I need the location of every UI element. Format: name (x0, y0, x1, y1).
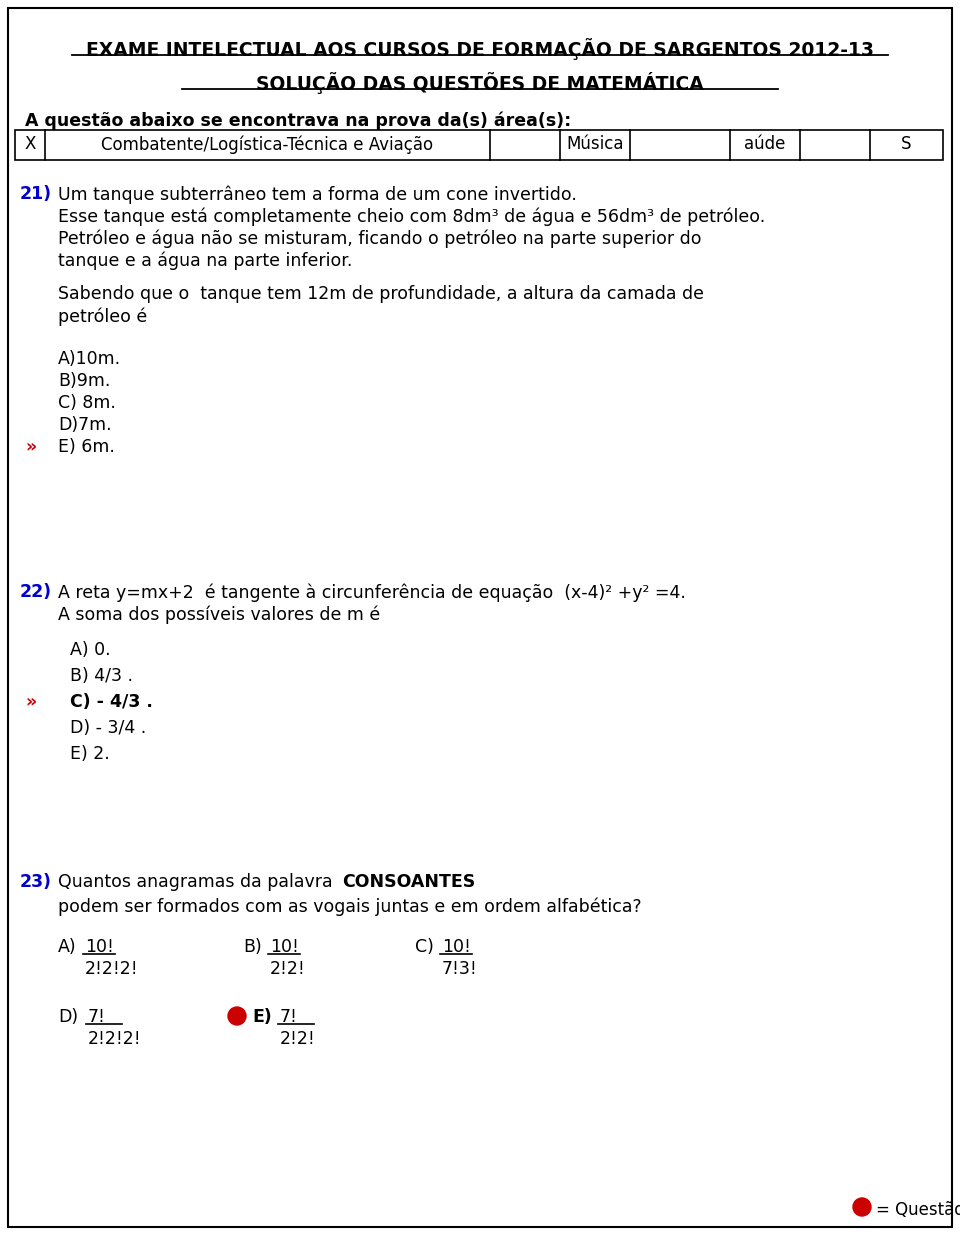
Text: E): E) (252, 1008, 272, 1026)
Text: C) 8m.: C) 8m. (58, 394, 116, 412)
Text: C) - 4/3 .: C) - 4/3 . (70, 693, 153, 711)
Text: A): A) (58, 939, 77, 956)
Text: Combatente/Logística-Técnica e Aviação: Combatente/Logística-Técnica e Aviação (101, 135, 433, 153)
Text: B): B) (243, 939, 262, 956)
Text: 7!3!: 7!3! (442, 960, 478, 978)
Text: D) - 3/4 .: D) - 3/4 . (70, 719, 146, 737)
Text: 2!2!2!: 2!2!2! (88, 1030, 142, 1049)
Text: = Questão Anulada: = Questão Anulada (876, 1200, 960, 1219)
Text: SOLUÇÃO DAS QUESTÕES DE MATEMÁTICA: SOLUÇÃO DAS QUESTÕES DE MATEMÁTICA (256, 72, 704, 94)
Text: podem ser formados com as vogais juntas e em ordem alfabética?: podem ser formados com as vogais juntas … (58, 897, 641, 915)
Text: A) 0.: A) 0. (70, 641, 110, 659)
Text: E) 6m.: E) 6m. (58, 438, 115, 456)
Text: 7!: 7! (88, 1008, 106, 1026)
Text: »: » (25, 438, 36, 456)
Text: 10!: 10! (442, 939, 470, 956)
Text: tanque e a água na parte inferior.: tanque e a água na parte inferior. (58, 251, 352, 269)
Text: A questão abaixo se encontrava na prova da(s) área(s):: A questão abaixo se encontrava na prova … (25, 112, 571, 131)
Text: EXAME INTELECTUAL AOS CURSOS DE FORMAÇÃO DE SARGENTOS 2012-13: EXAME INTELECTUAL AOS CURSOS DE FORMAÇÃO… (86, 38, 874, 61)
Text: 10!: 10! (85, 939, 114, 956)
Text: A reta y=mx+2  é tangente à circunferência de equação  (x-4)² +y² =4.: A reta y=mx+2 é tangente à circunferênci… (58, 583, 685, 601)
Text: C): C) (415, 939, 434, 956)
Text: petróleo é: petróleo é (58, 308, 147, 326)
Text: A soma dos possíveis valores de m é: A soma dos possíveis valores de m é (58, 605, 380, 624)
Text: Música: Música (566, 135, 624, 153)
Text: CONSOANTES: CONSOANTES (342, 873, 475, 890)
Bar (15, 130, 943, 161)
Text: E) 2.: E) 2. (70, 745, 109, 763)
Text: S: S (900, 135, 911, 153)
Text: Petróleo e água não se misturam, ficando o petróleo na parte superior do: Petróleo e água não se misturam, ficando… (58, 228, 702, 247)
Text: 10!: 10! (270, 939, 299, 956)
Text: Esse tanque está completamente cheio com 8dm³ de água e 56dm³ de petróleo.: Esse tanque está completamente cheio com… (58, 207, 765, 226)
Text: D)7m.: D)7m. (58, 416, 111, 433)
Text: D): D) (58, 1008, 78, 1026)
Circle shape (853, 1198, 871, 1216)
Circle shape (228, 1007, 246, 1025)
Text: aúde: aúde (744, 135, 785, 153)
Text: Sabendo que o  tanque tem 12m de profundidade, a altura da camada de: Sabendo que o tanque tem 12m de profundi… (58, 285, 704, 303)
Text: X: X (24, 135, 36, 153)
Text: »: » (25, 693, 36, 711)
Text: Quantos anagramas da palavra: Quantos anagramas da palavra (58, 873, 338, 890)
Text: 21): 21) (20, 185, 52, 203)
Text: 2!2!: 2!2! (280, 1030, 316, 1049)
Text: 23): 23) (20, 873, 52, 890)
Text: A)10m.: A)10m. (58, 350, 121, 368)
FancyBboxPatch shape (8, 7, 952, 1228)
Text: 2!2!2!: 2!2!2! (85, 960, 138, 978)
Text: B) 4/3 .: B) 4/3 . (70, 667, 133, 685)
Text: Um tanque subterrâneo tem a forma de um cone invertido.: Um tanque subterrâneo tem a forma de um … (58, 185, 577, 204)
Text: 22): 22) (20, 583, 52, 601)
Text: 7!: 7! (280, 1008, 298, 1026)
Text: B)9m.: B)9m. (58, 372, 110, 390)
Text: 2!2!: 2!2! (270, 960, 305, 978)
